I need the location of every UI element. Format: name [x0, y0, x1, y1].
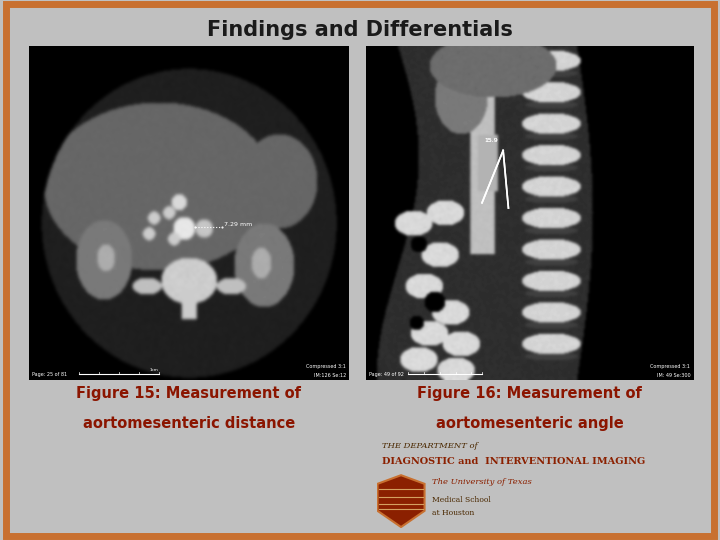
Text: Page: 49 of 92: Page: 49 of 92: [369, 372, 404, 376]
Text: Figure 16: Measurement of: Figure 16: Measurement of: [417, 386, 642, 401]
Text: Figure 15: Measurement of: Figure 15: Measurement of: [76, 386, 302, 401]
Text: aortomesenteric distance: aortomesenteric distance: [83, 416, 295, 431]
Text: at Houston: at Houston: [432, 509, 474, 517]
Text: Page: 25 of 81: Page: 25 of 81: [32, 372, 67, 376]
Text: 1cm: 1cm: [150, 368, 159, 372]
Text: IM:126 Se:12: IM:126 Se:12: [314, 373, 346, 377]
Text: 7.29 mm: 7.29 mm: [224, 222, 252, 227]
Text: The University of Texas: The University of Texas: [432, 478, 532, 485]
Text: Medical School: Medical School: [432, 496, 491, 503]
Text: 15.9: 15.9: [484, 138, 498, 143]
Text: Compressed 3:1: Compressed 3:1: [306, 364, 346, 369]
Text: IM: 49 Se:300: IM: 49 Se:300: [657, 373, 690, 377]
Text: DIAGNOSTIC and  INTERVENTIONAL IMAGING: DIAGNOSTIC and INTERVENTIONAL IMAGING: [382, 457, 645, 466]
Text: THE DEPARTMENT of: THE DEPARTMENT of: [382, 442, 477, 449]
Text: 15.9: 15.9: [484, 138, 498, 143]
Polygon shape: [377, 475, 425, 527]
Text: Compressed 3:1: Compressed 3:1: [650, 364, 690, 369]
Text: Findings and Differentials: Findings and Differentials: [207, 19, 513, 40]
Text: aortomesenteric angle: aortomesenteric angle: [436, 416, 624, 431]
